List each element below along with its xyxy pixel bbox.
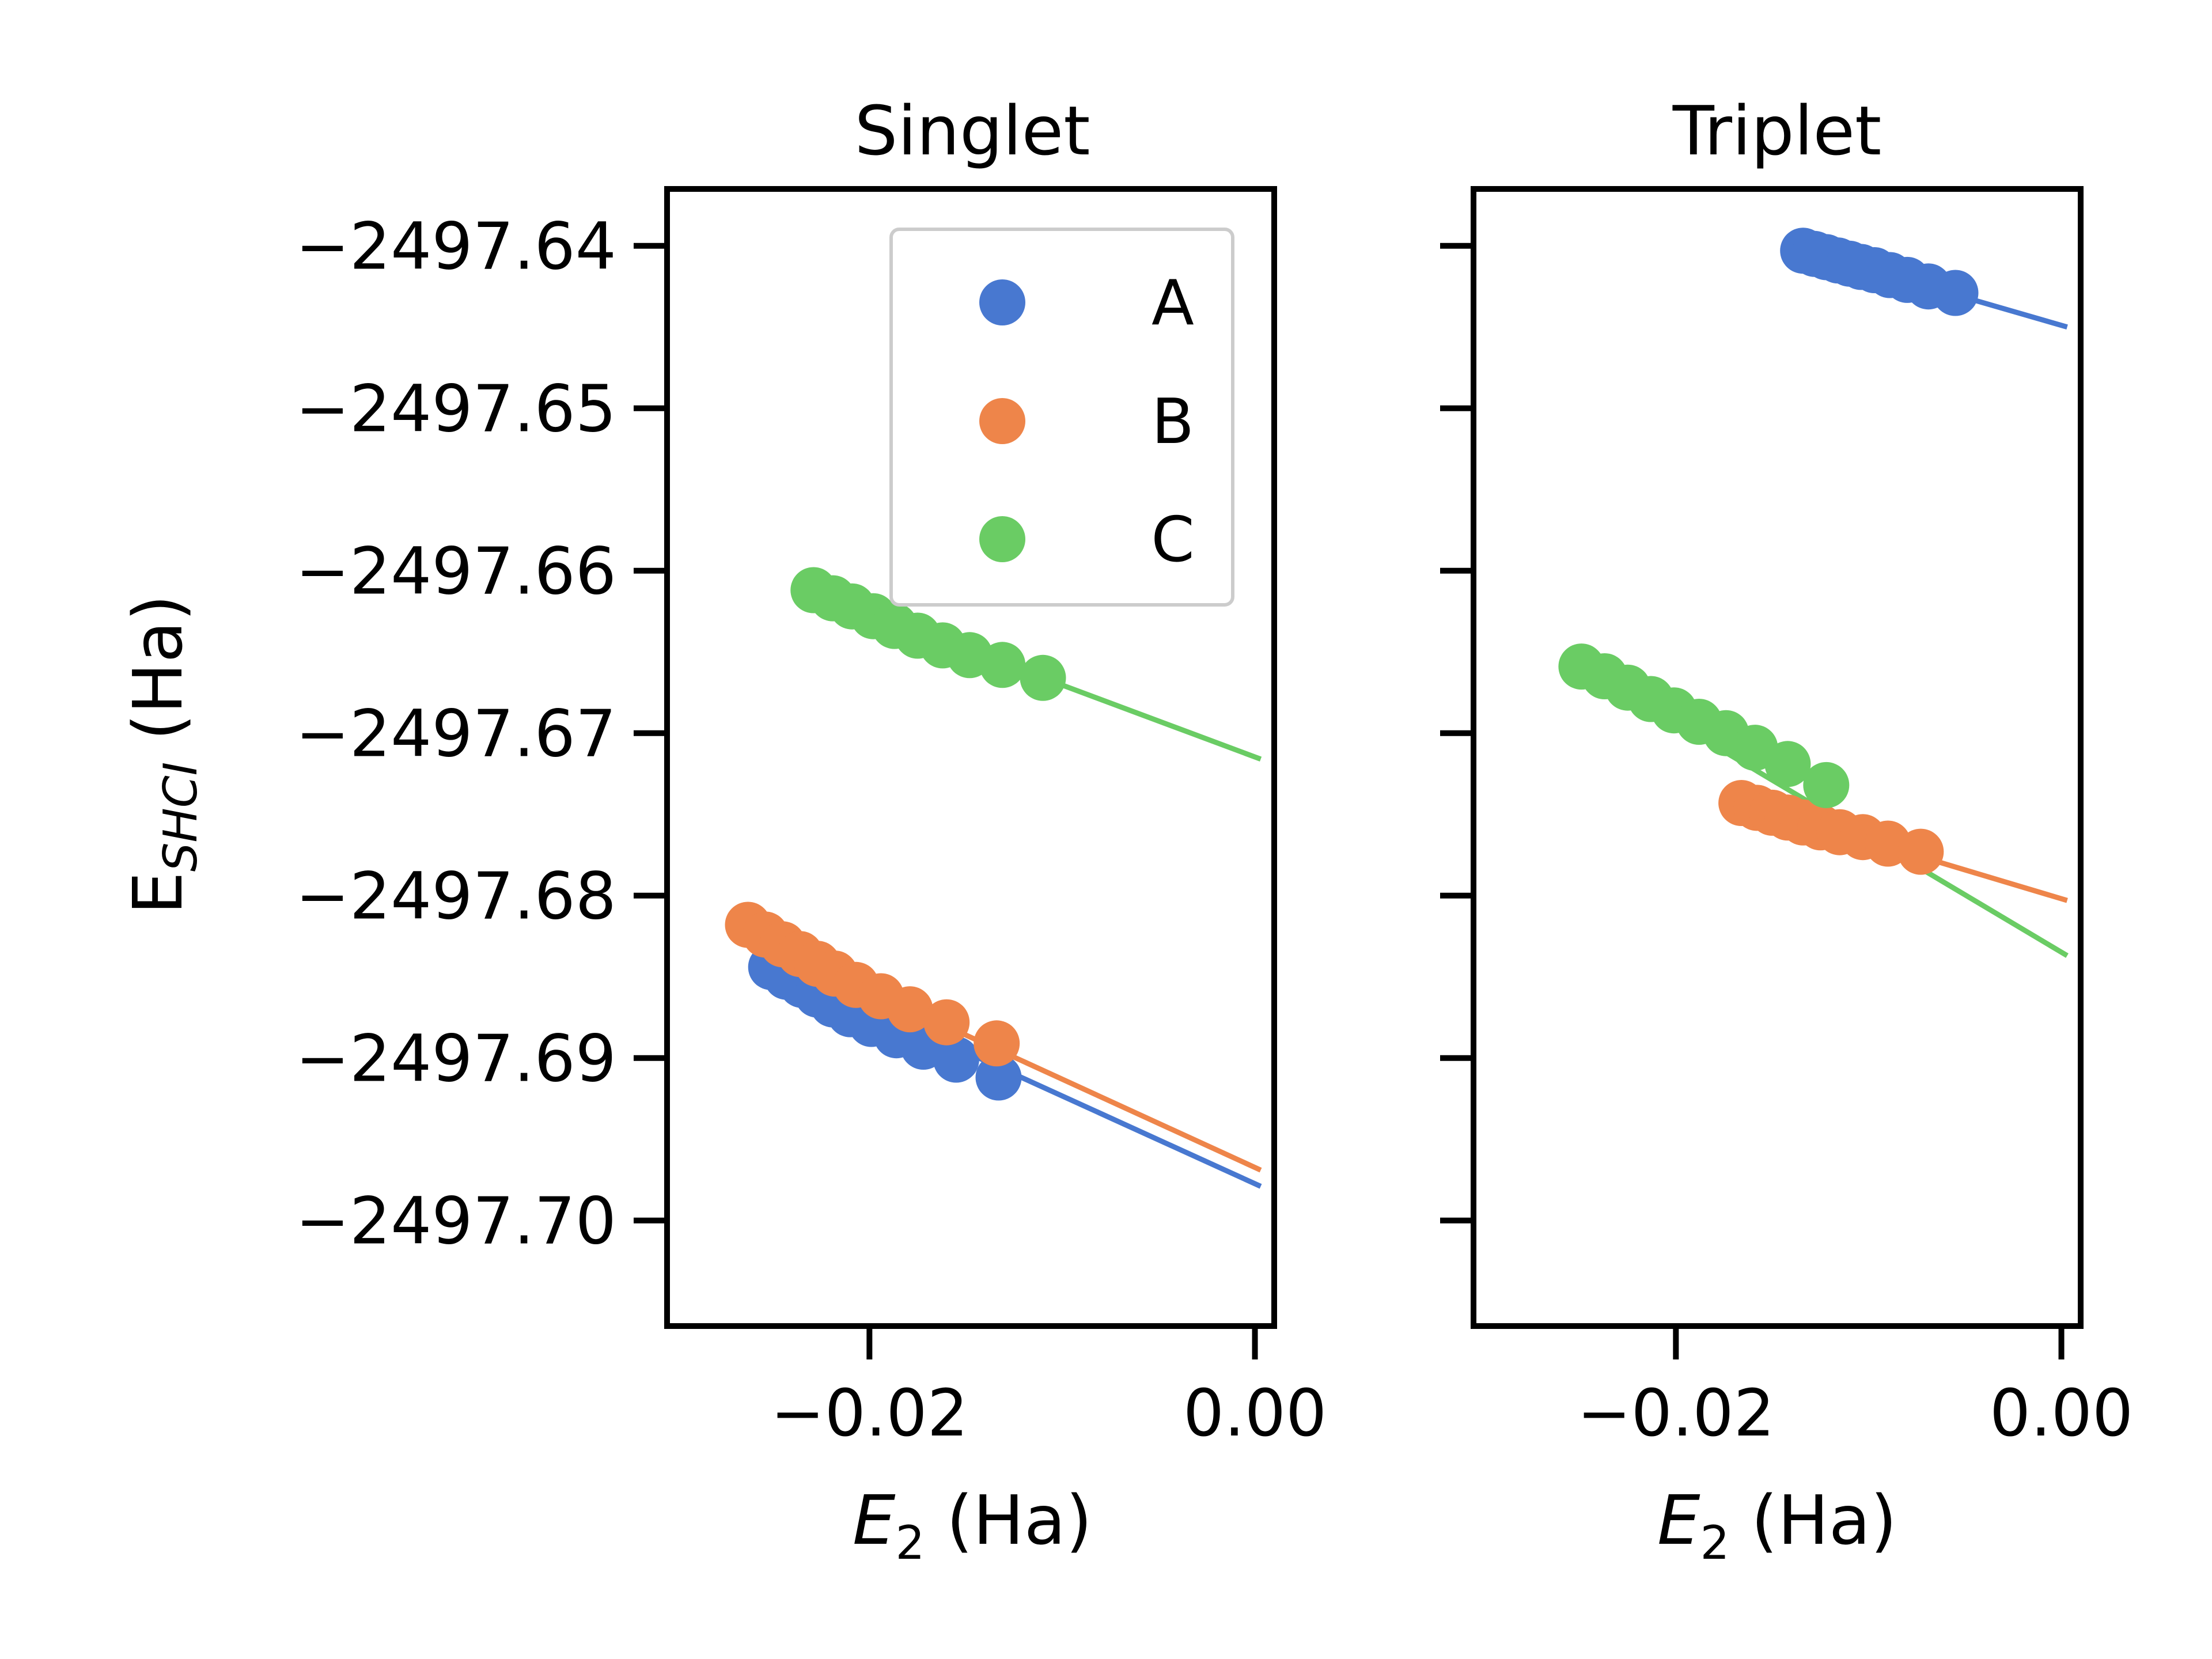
legend-label-c: C <box>1151 504 1194 576</box>
legend: A B C <box>889 228 1234 607</box>
triplet-point-c <box>1803 762 1850 808</box>
singlet-point-a <box>933 1036 979 1083</box>
triplet-panel-title: Triplet <box>1672 91 1882 171</box>
singlet-fit-line-c <box>1041 675 1262 762</box>
singlet-panel: Singlet −2497.64 −2497.65 −2497.66 −2497.67… <box>296 91 1327 1570</box>
triplet-x-axis: −0.02 0.00 <box>1577 1326 2133 1451</box>
triplet-x-tick-label: 0.00 <box>1990 1376 2133 1451</box>
singlet-point-a <box>975 1054 1022 1101</box>
y-tick-label: −2497.67 <box>296 697 616 772</box>
triplet-x-axis-label-subscript: 2 <box>1700 1516 1730 1570</box>
y-axis-label: ESHCI (Ha) <box>118 594 207 915</box>
singlet-axes-frame <box>664 186 1277 1329</box>
y-tick-label: −2497.68 <box>296 859 616 934</box>
triplet-point-a <box>1932 270 1979 316</box>
triplet-point-c <box>1764 741 1811 787</box>
singlet-point-c <box>1020 654 1066 701</box>
triplet-plot-area <box>1558 228 2069 958</box>
singlet-panel-title: Singlet <box>854 91 1090 171</box>
triplet-axes-frame <box>1471 186 2084 1329</box>
singlet-plot-area <box>725 567 1262 1189</box>
legend-label-b: B <box>1152 386 1194 458</box>
triplet-point-b <box>1897 828 1944 875</box>
singlet-point-c <box>979 642 1026 688</box>
singlet-x-tick-label: −0.02 <box>771 1376 968 1451</box>
singlet-point-b <box>923 999 970 1046</box>
singlet-x-tick-label: 0.00 <box>1183 1376 1327 1451</box>
singlet-point-b <box>887 986 933 1033</box>
y-tick-label: −2497.66 <box>296 535 616 609</box>
legend-box <box>889 228 1234 607</box>
y-tick-label: −2497.64 <box>296 210 616 285</box>
legend-marker-b <box>979 398 1025 444</box>
singlet-x-axis-label-subscript: 2 <box>896 1516 925 1570</box>
triplet-x-tick-label: −0.02 <box>1577 1376 1775 1451</box>
singlet-x-axis: −0.02 0.00 <box>771 1326 1327 1451</box>
legend-label-a: A <box>1152 267 1194 339</box>
y-tick-label: −2497.65 <box>296 372 616 447</box>
y-tick-label: −2497.69 <box>296 1022 616 1097</box>
triplet-x-axis-label: E2 (Ha) <box>1657 1480 1897 1570</box>
y-axis-label-subscript: SHCI <box>154 762 207 872</box>
triplet-panel: Triplet −0.02 0.00 E2 (Ha) <box>1440 91 2133 1570</box>
legend-marker-c <box>979 516 1025 562</box>
y-tick-label: −2497.70 <box>296 1184 616 1259</box>
singlet-point-b <box>974 1020 1020 1067</box>
legend-marker-a <box>979 279 1025 325</box>
singlet-x-axis-label: E2 (Ha) <box>853 1480 1092 1570</box>
singlet-y-axis: −2497.64 −2497.65 −2497.66 −2497.67 −2497.68… <box>296 210 667 1259</box>
triplet-y-axis <box>1440 243 1474 1224</box>
